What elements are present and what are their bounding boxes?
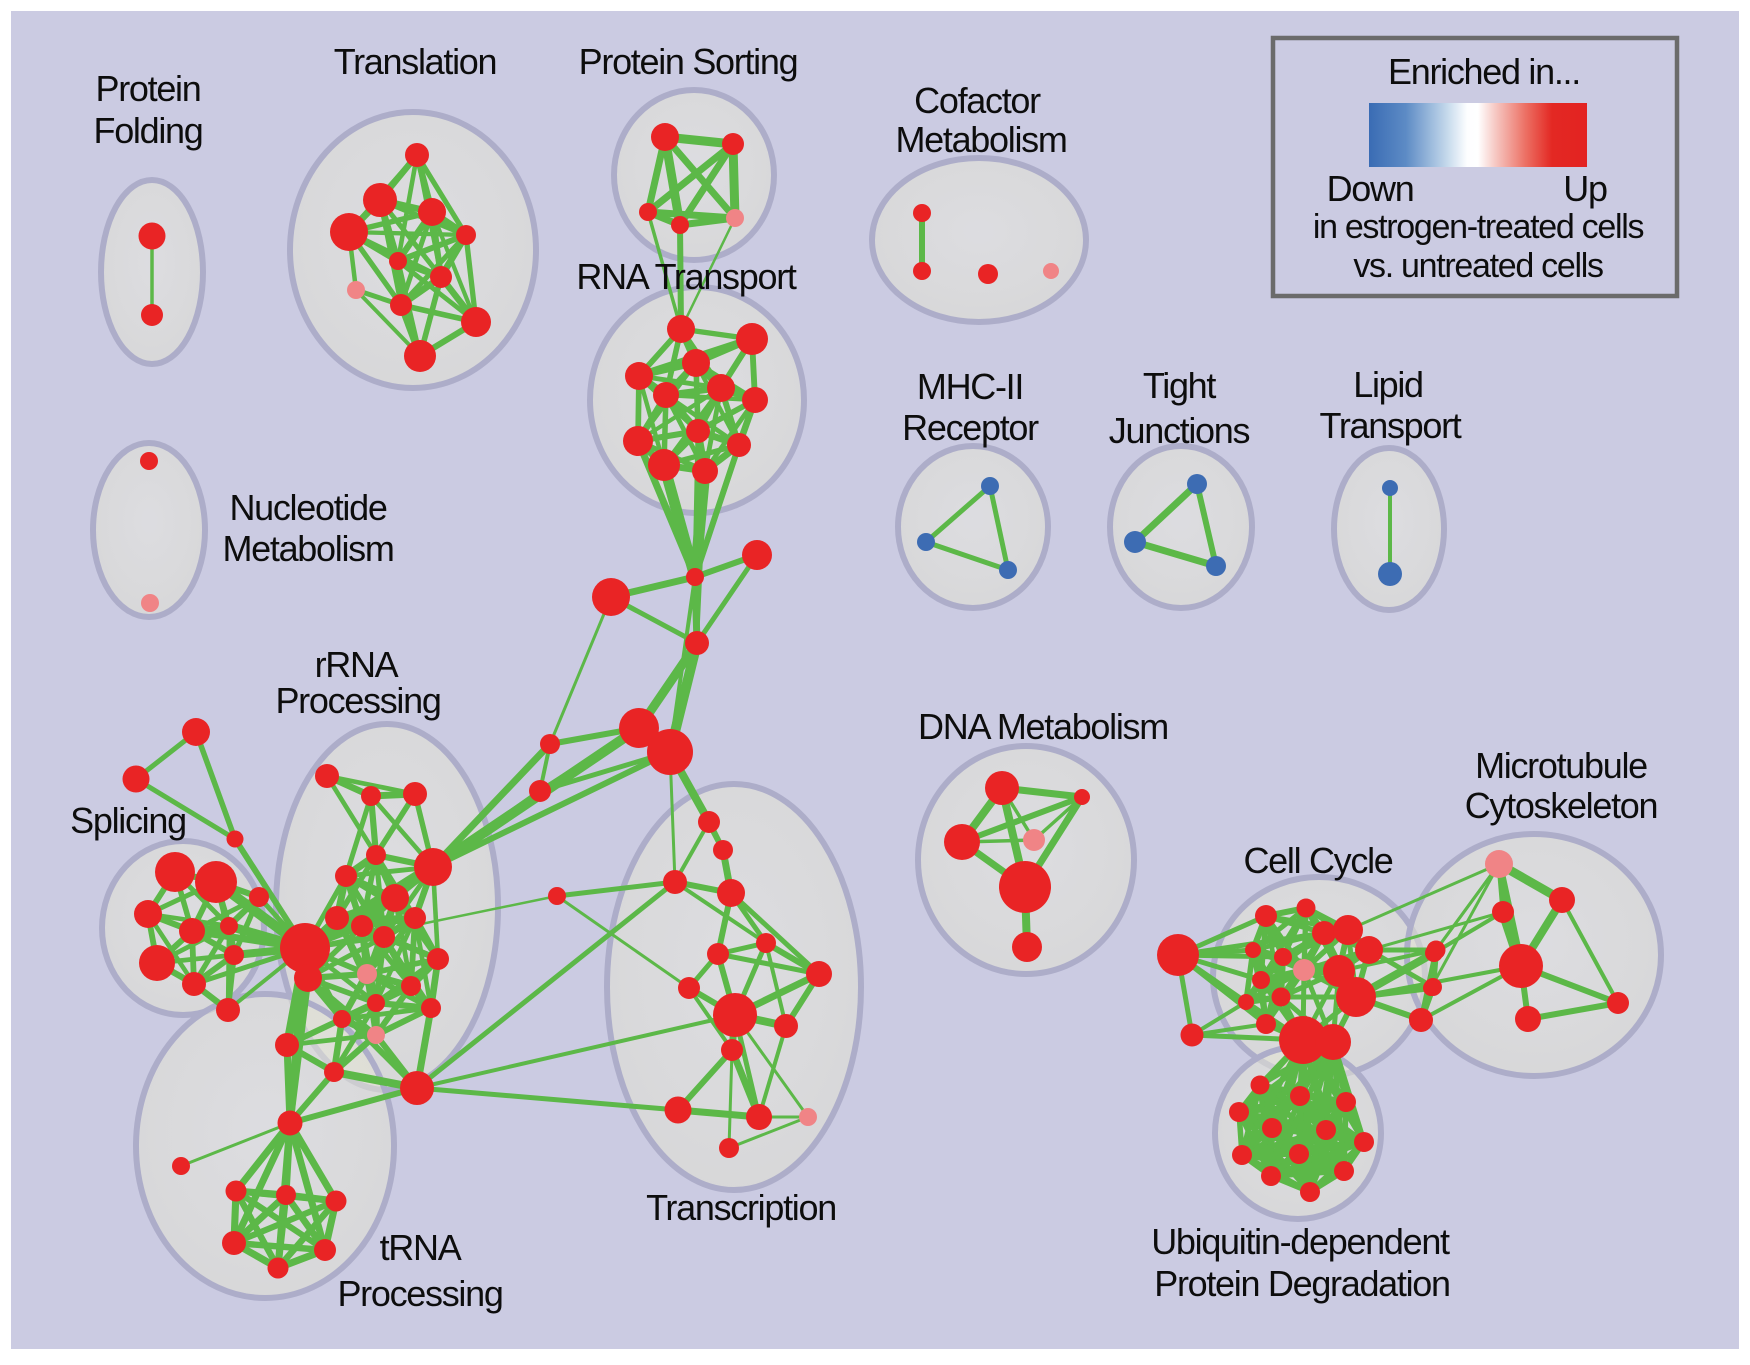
svg-text:Enriched in...: Enriched in...: [1388, 51, 1580, 92]
svg-text:Cofactor: Cofactor: [914, 80, 1041, 121]
svg-text:vs. untreated cells: vs. untreated cells: [1353, 247, 1603, 285]
svg-text:Translation: Translation: [334, 41, 496, 82]
svg-text:Processing: Processing: [337, 1273, 502, 1314]
svg-text:Up: Up: [1563, 168, 1607, 209]
svg-text:Transport: Transport: [1319, 405, 1461, 446]
svg-text:MHC-II: MHC-II: [917, 366, 1023, 407]
svg-text:rRNA: rRNA: [315, 644, 399, 685]
svg-text:Protein Sorting: Protein Sorting: [579, 41, 798, 82]
svg-text:RNA Transport: RNA Transport: [576, 256, 796, 297]
svg-text:Microtubule: Microtubule: [1475, 745, 1647, 786]
svg-text:Tight: Tight: [1143, 365, 1216, 406]
svg-text:Splicing: Splicing: [70, 800, 186, 841]
svg-text:Cell Cycle: Cell Cycle: [1243, 840, 1392, 881]
svg-text:tRNA: tRNA: [380, 1227, 462, 1268]
svg-text:Receptor: Receptor: [902, 407, 1039, 448]
svg-text:DNA Metabolism: DNA Metabolism: [918, 706, 1168, 747]
svg-text:Down: Down: [1327, 168, 1414, 209]
svg-text:Folding: Folding: [94, 110, 203, 151]
svg-text:Lipid: Lipid: [1353, 364, 1423, 405]
svg-text:Junctions: Junctions: [1109, 410, 1250, 451]
svg-text:Processing: Processing: [275, 680, 440, 721]
svg-text:Ubiquitin-dependent: Ubiquitin-dependent: [1151, 1221, 1450, 1262]
svg-text:Protein: Protein: [96, 68, 201, 109]
svg-text:Transcription: Transcription: [646, 1187, 836, 1228]
svg-text:Protein Degradation: Protein Degradation: [1154, 1263, 1450, 1304]
svg-text:in estrogen-treated cells: in estrogen-treated cells: [1313, 208, 1644, 246]
svg-text:Nucleotide: Nucleotide: [229, 487, 386, 528]
svg-text:Metabolism: Metabolism: [222, 528, 393, 569]
svg-text:Cytoskeleton: Cytoskeleton: [1465, 785, 1658, 826]
svg-text:Metabolism: Metabolism: [895, 119, 1066, 160]
